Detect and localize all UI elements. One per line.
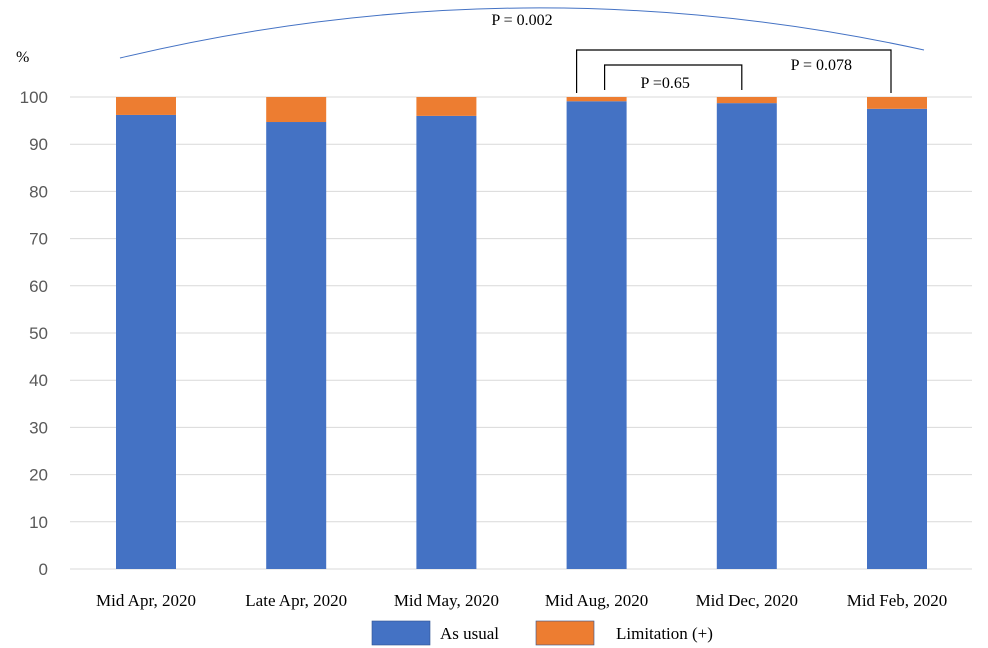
bar-as-usual-0 [116, 114, 176, 569]
y-tick-label: 20 [29, 466, 48, 485]
y-axis-ticks: 0 10 20 30 40 50 60 70 80 90 100 [20, 88, 48, 579]
x-tick-label: Mid Aug, 2020 [545, 591, 648, 610]
legend-swatch [535, 620, 595, 646]
bar-limitation-4 [716, 97, 777, 104]
p-value-label: P =0.65 [641, 75, 690, 92]
y-tick-label: 10 [29, 513, 48, 532]
annotations: P = 0.002 P =0.65 P = 0.078 [119, 7, 925, 93]
bar-as-usual-2 [416, 115, 477, 569]
p-value-label: P = 0.078 [791, 57, 852, 74]
x-tick-label: Mid Dec, 2020 [696, 591, 798, 610]
bar-limitation-5 [867, 97, 927, 109]
y-tick-label: 100 [20, 88, 48, 107]
x-tick-label: Mid May, 2020 [394, 591, 499, 610]
x-tick-label: Late Apr, 2020 [245, 591, 347, 610]
bar-as-usual-4 [716, 103, 777, 570]
x-axis-ticks: Mid Apr, 2020 Late Apr, 2020 Mid May, 2020… [96, 591, 947, 610]
p-value-arc [119, 7, 925, 59]
x-tick-label: Mid Apr, 2020 [96, 591, 196, 610]
y-tick-label: 40 [29, 371, 48, 390]
y-axis-label: % [16, 49, 29, 66]
p-value-bracket [604, 64, 743, 90]
y-tick-label: 90 [29, 135, 48, 154]
bar-as-usual-3 [566, 101, 627, 570]
legend: As usual Limitation (+) [371, 620, 713, 646]
bar-as-usual-5 [867, 108, 927, 570]
bar-limitation-0 [116, 97, 176, 115]
bar-limitation-2 [416, 97, 477, 116]
legend-swatch [371, 620, 431, 646]
y-tick-label: 80 [29, 182, 48, 201]
p-value-label: P = 0.002 [491, 12, 552, 29]
bar-as-usual-1 [266, 122, 327, 570]
gridlines [70, 96, 972, 570]
bar-limitation-1 [266, 97, 327, 123]
y-tick-label: 30 [29, 418, 48, 437]
legend-label: As usual [440, 624, 499, 643]
p-value-bracket [576, 49, 892, 93]
x-tick-label: Mid Feb, 2020 [847, 591, 948, 610]
y-tick-label: 70 [29, 230, 48, 249]
y-tick-label: 0 [39, 560, 48, 579]
legend-label: Limitation (+) [616, 624, 713, 643]
bars [116, 97, 927, 570]
y-tick-label: 60 [29, 277, 48, 296]
y-tick-label: 50 [29, 324, 48, 343]
bar-limitation-3 [566, 97, 627, 102]
